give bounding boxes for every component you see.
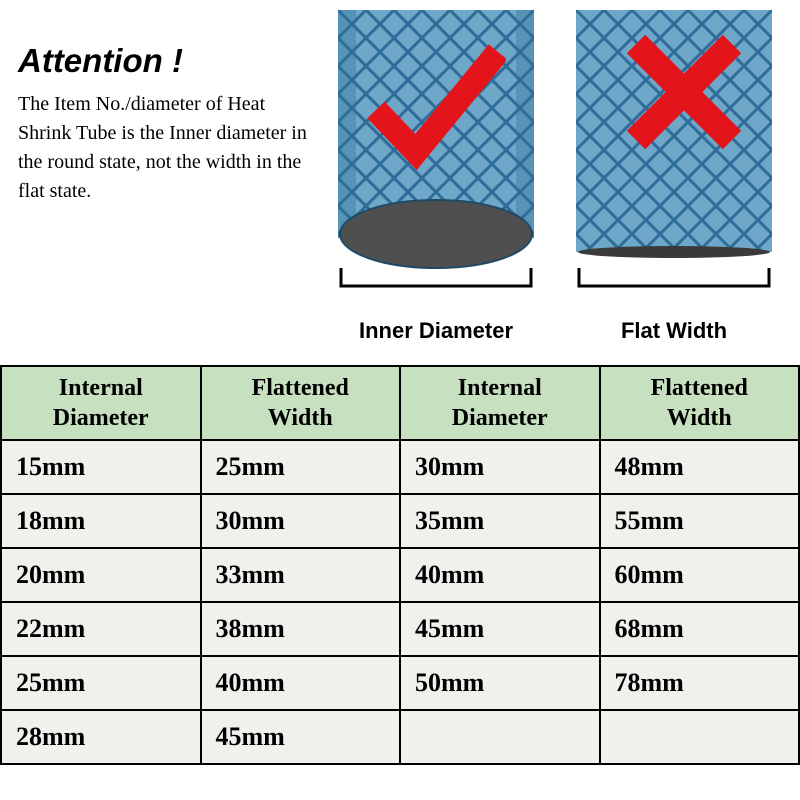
cell: 28mm — [1, 710, 201, 764]
cell: 48mm — [600, 440, 800, 494]
cell: 78mm — [600, 656, 800, 710]
table-body: 15mm 25mm 30mm 48mm 18mm 30mm 35mm 55mm … — [1, 440, 799, 764]
col-header: FlattenedWidth — [201, 366, 401, 440]
col-header: FlattenedWidth — [600, 366, 800, 440]
table-row: 20mm 33mm 40mm 60mm — [1, 548, 799, 602]
cell: 40mm — [201, 656, 401, 710]
cell: 40mm — [400, 548, 600, 602]
tubes-illustration: Inner Diameter Fl — [320, 10, 790, 340]
cell: 18mm — [1, 494, 201, 548]
table-row: 28mm 45mm — [1, 710, 799, 764]
cell: 45mm — [400, 602, 600, 656]
attention-body: The Item No./diameter of Heat Shrink Tub… — [18, 90, 308, 206]
size-table-wrap: InternalDiameter FlattenedWidth Internal… — [0, 365, 800, 765]
cell: 38mm — [201, 602, 401, 656]
table-row: 15mm 25mm 30mm 48mm — [1, 440, 799, 494]
tube-round-svg — [338, 10, 534, 310]
flat-width-label: Flat Width — [576, 318, 772, 344]
cell: 25mm — [201, 440, 401, 494]
cell: 35mm — [400, 494, 600, 548]
size-table: InternalDiameter FlattenedWidth Internal… — [0, 365, 800, 765]
tube-inner-diameter: Inner Diameter — [338, 10, 534, 344]
col-header: InternalDiameter — [400, 366, 600, 440]
cell: 50mm — [400, 656, 600, 710]
col-header: InternalDiameter — [1, 366, 201, 440]
cell: 30mm — [400, 440, 600, 494]
cell: 33mm — [201, 548, 401, 602]
cell — [400, 710, 600, 764]
top-section: Attention ! The Item No./diameter of Hea… — [0, 0, 800, 345]
cell: 45mm — [201, 710, 401, 764]
cell: 22mm — [1, 602, 201, 656]
cell — [600, 710, 800, 764]
table-header-row: InternalDiameter FlattenedWidth Internal… — [1, 366, 799, 440]
cell: 25mm — [1, 656, 201, 710]
cell: 15mm — [1, 440, 201, 494]
attention-title: Attention ! — [18, 42, 308, 80]
cell: 30mm — [201, 494, 401, 548]
tube-flat-svg — [576, 10, 772, 310]
cell: 68mm — [600, 602, 800, 656]
table-row: 18mm 30mm 35mm 55mm — [1, 494, 799, 548]
table-row: 25mm 40mm 50mm 78mm — [1, 656, 799, 710]
cell: 60mm — [600, 548, 800, 602]
table-row: 22mm 38mm 45mm 68mm — [1, 602, 799, 656]
attention-block: Attention ! The Item No./diameter of Hea… — [18, 42, 308, 206]
cell: 20mm — [1, 548, 201, 602]
tube-flat-width: Flat Width — [576, 10, 772, 344]
inner-diameter-label: Inner Diameter — [338, 318, 534, 344]
cell: 55mm — [600, 494, 800, 548]
